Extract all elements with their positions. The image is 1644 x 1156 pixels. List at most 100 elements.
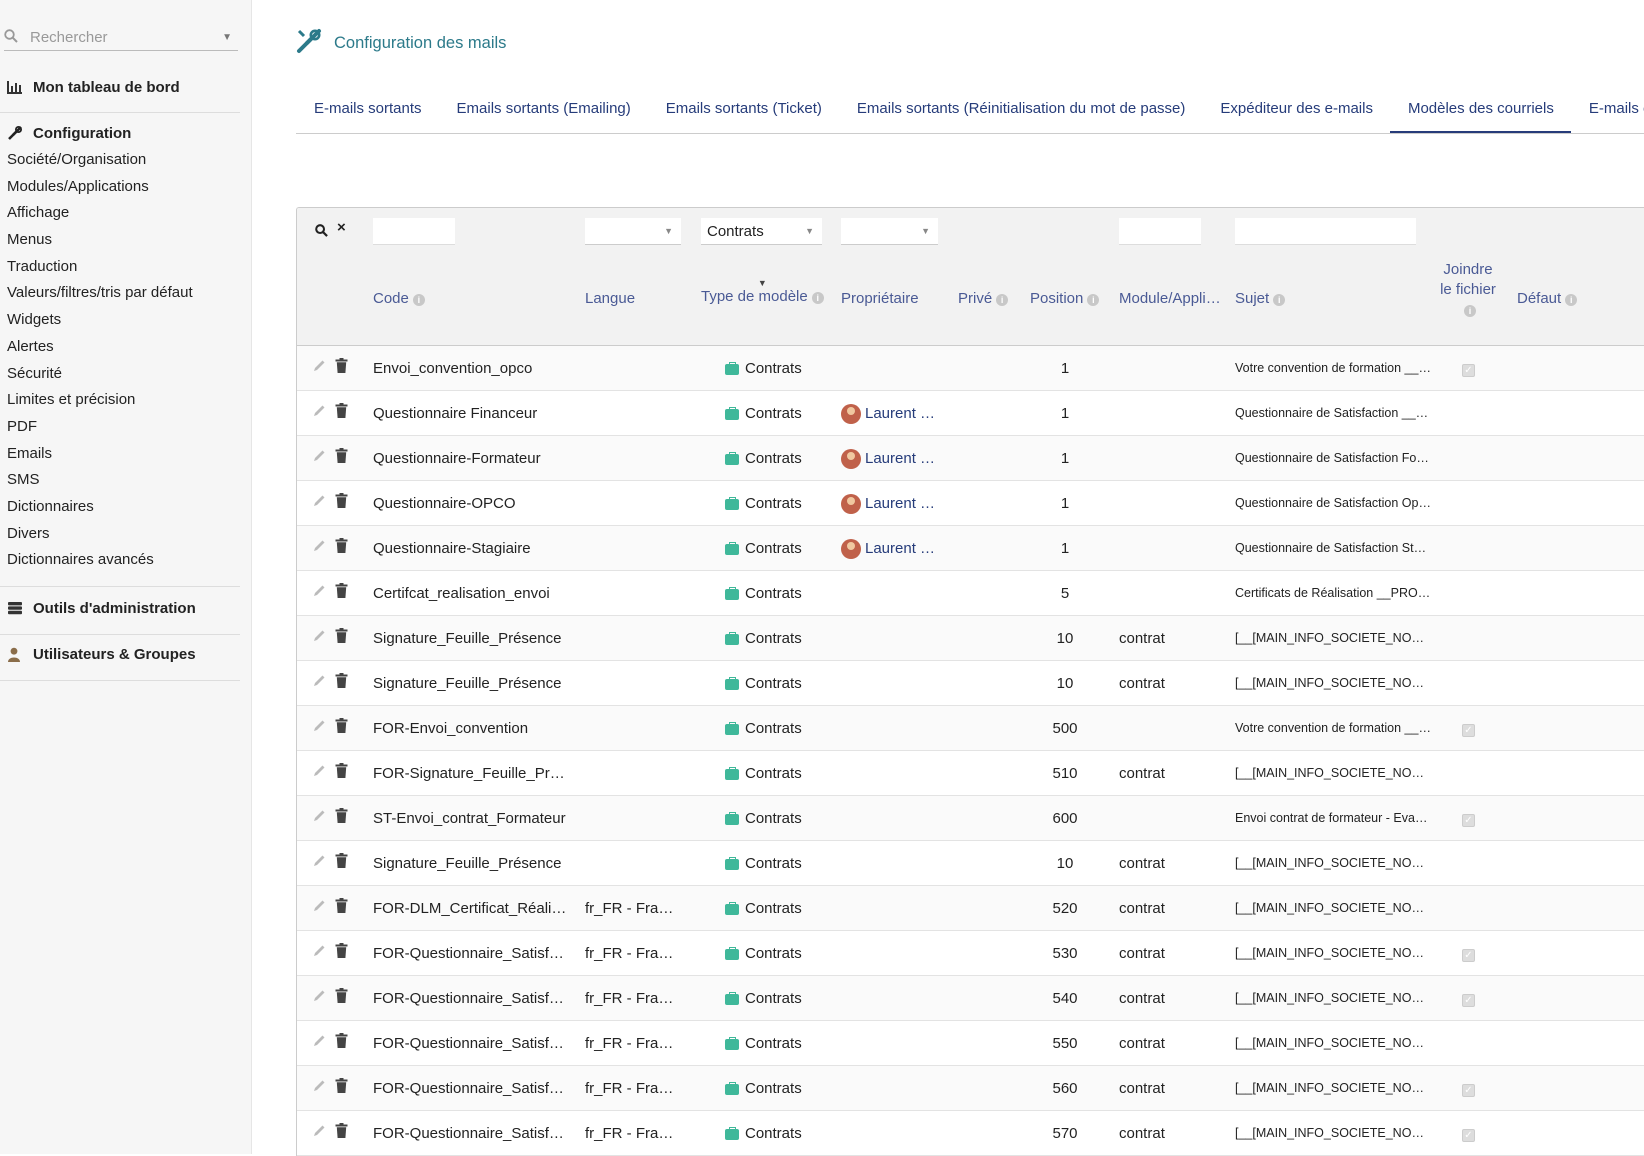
sidebar-config-head[interactable]: Configuration	[0, 122, 240, 144]
sidebar-item[interactable]: Dictionnaires avancés	[7, 551, 154, 569]
tab[interactable]: Expéditeur des e-mails	[1220, 100, 1373, 117]
filter-code-input[interactable]	[373, 218, 455, 245]
cell-code[interactable]: FOR-Questionnaire_Satisfa…	[373, 945, 568, 962]
cell-owner[interactable]: Laurent …	[841, 481, 941, 526]
sidebar-admin-tools[interactable]: Outils d'administration	[0, 597, 240, 635]
col-joindre[interactable]: Joindre le fichier i	[1437, 260, 1499, 320]
tab[interactable]: Emails sortants (Emailing)	[456, 100, 631, 117]
table-row[interactable]: Envoi_convention_opco Contrats 1 Votre conv…	[297, 346, 1644, 391]
sidebar-dashboard[interactable]: Mon tableau de bord	[0, 76, 240, 113]
cell-owner[interactable]: Laurent …	[841, 526, 941, 571]
cell-code[interactable]: FOR-DLM_Certificat_Réalis…	[373, 900, 568, 917]
tab[interactable]: E-mails en	[1588, 100, 1644, 117]
col-langue[interactable]: Langue	[585, 290, 635, 307]
cell-code[interactable]: FOR-Envoi_convention	[373, 720, 529, 737]
edit-icon[interactable]	[312, 436, 327, 481]
sidebar-item[interactable]: Limites et précision	[7, 391, 136, 409]
trash-icon[interactable]	[335, 796, 348, 841]
edit-icon[interactable]	[312, 1066, 327, 1111]
cell-code[interactable]: FOR-Questionnaire_Satisfa…	[373, 1035, 568, 1052]
cell-code[interactable]: Questionnaire Financeur	[373, 405, 538, 422]
cell-code[interactable]: FOR-Questionnaire_Satisfa…	[373, 1125, 568, 1142]
cell-owner[interactable]: Laurent …	[841, 391, 941, 436]
sidebar-item[interactable]: Emails	[7, 444, 53, 462]
sidebar-users-groups[interactable]: Utilisateurs & Groupes	[0, 643, 240, 681]
tab[interactable]: E-mails sortants	[314, 100, 422, 117]
trash-icon[interactable]	[335, 931, 348, 976]
edit-icon[interactable]	[312, 481, 327, 526]
sidebar-item[interactable]: Widgets	[7, 311, 62, 329]
col-owner[interactable]: Propriétaire	[841, 290, 919, 307]
table-row[interactable]: FOR-Questionnaire_Satisfa… fr_FR - Fran… C…	[297, 1066, 1644, 1111]
sidebar-item[interactable]: Menus	[7, 231, 53, 249]
trash-icon[interactable]	[335, 571, 348, 616]
edit-icon[interactable]	[312, 346, 327, 391]
table-row[interactable]: FOR-Envoi_convention Contrats 500 Votre con…	[297, 706, 1644, 751]
cell-code[interactable]: Signature_Feuille_Présence	[373, 630, 562, 647]
filter-module-input[interactable]	[1119, 218, 1201, 245]
table-row[interactable]: Questionnaire Financeur Contrats Laurent ……	[297, 391, 1644, 436]
col-code[interactable]: Code i	[373, 290, 425, 307]
sidebar-search[interactable]: Rechercher ▼	[4, 25, 238, 51]
trash-icon[interactable]	[335, 436, 348, 481]
cell-code[interactable]: Questionnaire-Formateur	[373, 450, 541, 467]
edit-icon[interactable]	[312, 616, 327, 661]
cell-code[interactable]: Questionnaire-OPCO	[373, 495, 516, 512]
edit-icon[interactable]	[312, 1021, 327, 1066]
col-sujet[interactable]: Sujet i	[1235, 290, 1286, 307]
cell-code[interactable]: Questionnaire-Stagiaire	[373, 540, 531, 557]
table-row[interactable]: Signature_Feuille_Présence Contrats 10 cont…	[297, 661, 1644, 706]
trash-icon[interactable]	[335, 346, 348, 391]
trash-icon[interactable]	[335, 616, 348, 661]
col-prive[interactable]: Privé i	[958, 290, 1009, 307]
edit-icon[interactable]	[312, 706, 327, 751]
table-row[interactable]: Certifcat_realisation_envoi Contrats 5 Cert…	[297, 571, 1644, 616]
col-position[interactable]: Position i	[1030, 290, 1100, 307]
trash-icon[interactable]	[335, 751, 348, 796]
sidebar-item[interactable]: Divers	[7, 524, 50, 542]
sidebar-item[interactable]: Valeurs/filtres/tris par défaut	[7, 284, 193, 302]
cell-code[interactable]: FOR-Questionnaire_Satisfa…	[373, 990, 568, 1007]
trash-icon[interactable]	[335, 886, 348, 931]
edit-icon[interactable]	[312, 1111, 327, 1156]
trash-icon[interactable]	[335, 526, 348, 571]
filter-langue-select[interactable]: ▼	[585, 218, 681, 245]
edit-icon[interactable]	[312, 886, 327, 931]
table-row[interactable]: FOR-Questionnaire_Satisfa… fr_FR - Fran… C…	[297, 1111, 1644, 1156]
sidebar-item[interactable]: SMS	[7, 471, 40, 489]
trash-icon[interactable]	[335, 1066, 348, 1111]
table-row[interactable]: FOR-DLM_Certificat_Réalis… fr_FR - Fran… C…	[297, 886, 1644, 931]
table-row[interactable]: Questionnaire-OPCO Contrats Laurent … 1 Ques…	[297, 481, 1644, 526]
trash-icon[interactable]	[335, 661, 348, 706]
edit-icon[interactable]	[312, 751, 327, 796]
table-row[interactable]: Questionnaire-Formateur Contrats Laurent ……	[297, 436, 1644, 481]
edit-icon[interactable]	[312, 841, 327, 886]
filter-sujet-input[interactable]	[1235, 218, 1416, 245]
edit-icon[interactable]	[312, 391, 327, 436]
sidebar-item[interactable]: Affichage	[7, 204, 70, 222]
sidebar-item[interactable]: Société/Organisation	[7, 151, 147, 168]
clear-filter-icon[interactable]: ×	[337, 219, 346, 236]
col-defaut[interactable]: Défaut i	[1517, 290, 1578, 307]
edit-icon[interactable]	[312, 526, 327, 571]
sidebar-item[interactable]: Alertes	[7, 337, 54, 355]
col-module[interactable]: Module/Appli…	[1119, 290, 1221, 307]
table-row[interactable]: FOR-Questionnaire_Satisfa… fr_FR - Fran… C…	[297, 976, 1644, 1021]
trash-icon[interactable]	[335, 976, 348, 1021]
trash-icon[interactable]	[335, 1021, 348, 1066]
table-row[interactable]: Signature_Feuille_Présence Contrats 10 cont…	[297, 616, 1644, 661]
cell-code[interactable]: FOR-Questionnaire_Satisfa…	[373, 1080, 568, 1097]
trash-icon[interactable]	[335, 706, 348, 751]
trash-icon[interactable]	[335, 1111, 348, 1156]
trash-icon[interactable]	[335, 481, 348, 526]
table-row[interactable]: FOR-Questionnaire_Satisfa… fr_FR - Fran… C…	[297, 1021, 1644, 1066]
cell-code[interactable]: Envoi_convention_opco	[373, 360, 533, 377]
filter-type-select[interactable]: Contrats ▼	[701, 218, 822, 245]
edit-icon[interactable]	[312, 571, 327, 616]
sidebar-item[interactable]: Sécurité	[7, 364, 63, 382]
sidebar-item[interactable]: Modules/Applications	[7, 177, 149, 195]
cell-code[interactable]: Signature_Feuille_Présence	[373, 675, 562, 692]
sidebar-item[interactable]: Traduction	[7, 257, 78, 275]
search-icon[interactable]	[315, 224, 328, 241]
trash-icon[interactable]	[335, 391, 348, 436]
